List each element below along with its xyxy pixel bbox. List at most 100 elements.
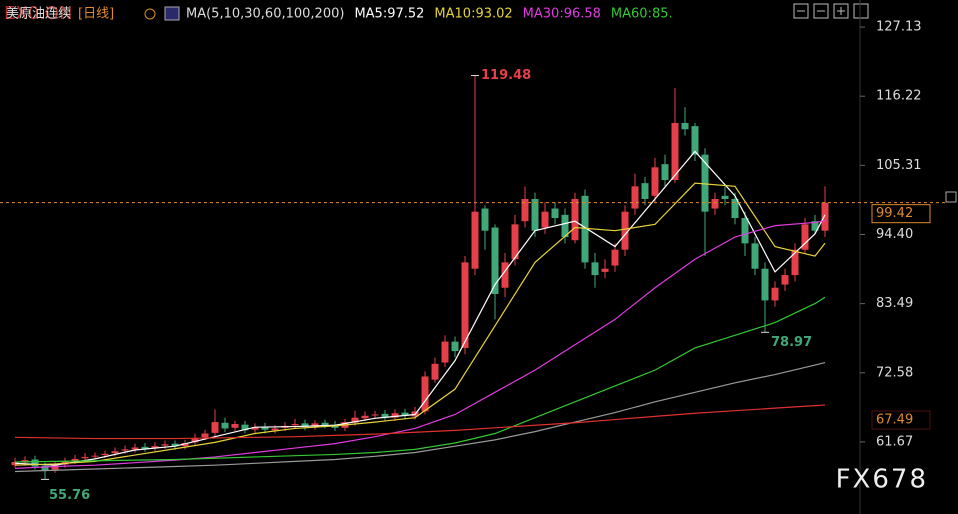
candle-body: [731, 199, 739, 219]
candle-body: [81, 456, 89, 459]
candle-body: [201, 433, 209, 438]
candle-body: [91, 455, 99, 457]
ma200-tag: [871, 410, 931, 430]
candle-body: [771, 287, 779, 301]
candle-body: [531, 199, 539, 231]
y-tick-label: 116.22: [876, 89, 922, 104]
candle-body: [391, 413, 399, 418]
candle-body: [551, 208, 559, 219]
symbol-code: EX0.ON: [4, 3, 73, 24]
candle-body: [611, 249, 619, 266]
candle-body: [181, 443, 189, 447]
ma-line: [14, 404, 826, 440]
candle-body: [371, 414, 379, 416]
candle-body: [31, 459, 39, 467]
y-tick-label: 83.49: [876, 296, 913, 311]
candle-body: [601, 268, 609, 272]
candle-body: [801, 224, 809, 250]
indicator-icon[interactable]: [164, 6, 180, 21]
legend-entry: MA(5,10,30,60,100,200): [186, 7, 344, 22]
candle-body: [421, 376, 429, 412]
legend-entry: MA60:85.: [611, 7, 673, 22]
candle-body: [741, 218, 749, 244]
candle-body: [631, 186, 639, 209]
candle-body: [241, 424, 249, 431]
icon-zoom[interactable]: [793, 3, 809, 19]
chart-title: 美原油连续: [6, 6, 71, 22]
legend-entry: MA10:93.02: [434, 7, 512, 22]
candle-body: [671, 122, 679, 180]
candle-body: [51, 465, 59, 470]
candle-body: [501, 262, 509, 288]
candle-body: [541, 211, 549, 228]
candle-body: [321, 422, 329, 426]
candle-body: [791, 249, 799, 276]
candle-body: [251, 427, 259, 430]
icon-plus[interactable]: [833, 3, 849, 19]
candle-body: [271, 428, 279, 431]
candle-body: [361, 415, 369, 419]
candle-body: [291, 424, 299, 426]
candle-body: [161, 444, 169, 446]
candle-body: [641, 183, 649, 200]
annotation: 55.76: [49, 488, 90, 503]
candle-body: [521, 199, 529, 222]
candle-body: [401, 412, 409, 416]
ma-line: [14, 361, 826, 473]
annotation: 119.48: [481, 68, 531, 83]
candle-body: [621, 211, 629, 250]
y-tick-label: 105.31: [876, 158, 922, 173]
candle-body: [761, 268, 769, 301]
candle-body: [811, 221, 819, 231]
last-price-tag: [871, 204, 931, 224]
candle-body: [301, 423, 309, 428]
candle-body: [211, 422, 219, 433]
add-icon[interactable]: [144, 8, 156, 20]
annotation: 78.97: [771, 335, 812, 350]
price-icon[interactable]: [945, 191, 957, 203]
candle-body: [351, 417, 359, 423]
y-tick-label: 61.67: [876, 434, 913, 449]
candle-body: [711, 199, 719, 209]
candle-body: [231, 424, 239, 428]
candle-body: [751, 243, 759, 269]
candle-body: [71, 458, 79, 461]
y-tick-label: 94.40: [876, 227, 913, 242]
candle-body: [111, 451, 119, 454]
icon-window[interactable]: [853, 3, 869, 19]
candle-body: [221, 422, 229, 429]
candle-body: [681, 122, 689, 130]
y-tick-label: 127.13: [876, 20, 922, 35]
period: [日线]: [78, 7, 114, 22]
candle-body: [721, 195, 729, 200]
candle-body: [41, 465, 49, 471]
candle-body: [511, 224, 519, 260]
candle-body: [561, 214, 569, 238]
ma-line: [14, 220, 826, 469]
candle-body: [661, 164, 669, 180]
legend-entry: MA30:96.58: [523, 7, 601, 22]
candle-body: [431, 363, 439, 380]
candle-body: [151, 446, 159, 449]
candle-body: [121, 449, 129, 451]
icon-minus[interactable]: [813, 3, 829, 19]
toolbar-icons: [144, 3, 957, 203]
candle-body: [781, 275, 789, 285]
ma-line: [14, 182, 826, 466]
candle-body: [131, 447, 139, 450]
candle-body: [311, 423, 319, 427]
candle-body: [381, 413, 389, 418]
ma200-label: 67.49: [876, 413, 913, 428]
last-price-label: 99.42: [876, 206, 913, 221]
candle-body: [491, 227, 499, 295]
candle-body: [471, 211, 479, 269]
candle-body: [191, 437, 199, 443]
candle-body: [701, 154, 709, 212]
candle-body: [461, 262, 469, 348]
ma-line: [14, 150, 826, 466]
candle-body: [171, 443, 179, 447]
candle-body: [451, 341, 459, 352]
legend-entry: MA5:97.52: [354, 7, 424, 22]
